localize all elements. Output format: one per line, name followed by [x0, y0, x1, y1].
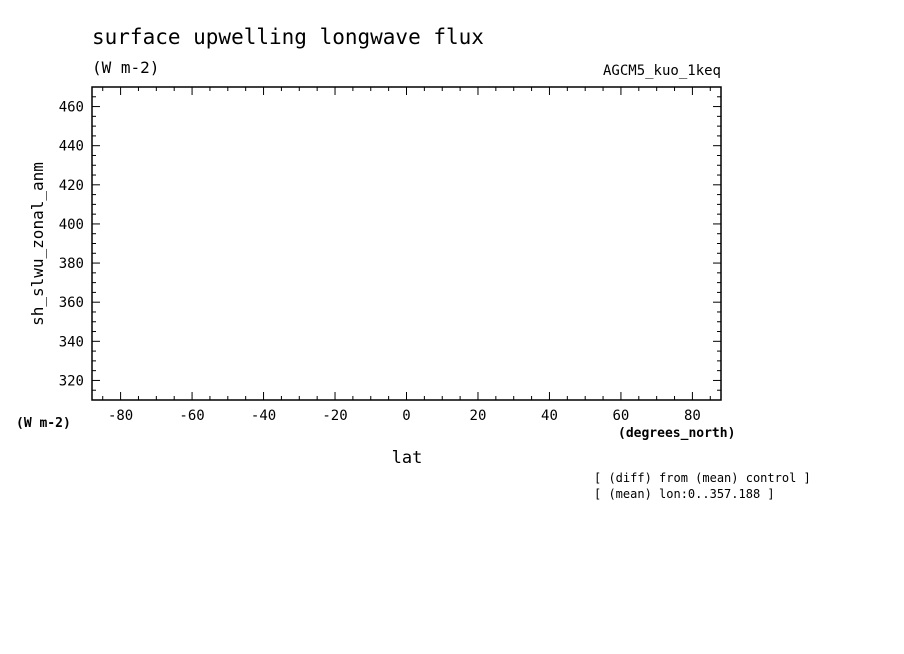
mean-note: [ (mean) lon:0..357.188 ]	[594, 487, 775, 501]
y-tick-label: 440	[59, 139, 84, 155]
x-tick-label: 20	[470, 408, 487, 424]
diff-note: [ (diff) from (mean) control ]	[594, 471, 811, 485]
y-tick-label: 400	[59, 217, 84, 233]
x-tick-label: 60	[613, 408, 630, 424]
y-axis-unit: (W m-2)	[16, 416, 71, 431]
y-tick-label: 460	[59, 100, 84, 116]
x-tick-label: -40	[251, 408, 276, 424]
y-tick-label: 340	[59, 334, 84, 350]
x-tick-label: -60	[179, 408, 204, 424]
x-axis-unit: (degrees_north)	[618, 426, 736, 441]
plot-frame	[91, 86, 722, 401]
x-tick-label: -80	[108, 408, 133, 424]
y-tick-label: 360	[59, 295, 84, 311]
x-axis-label: lat	[391, 448, 423, 468]
x-tick-label: 80	[684, 408, 701, 424]
x-tick-label: 0	[402, 408, 410, 424]
y-tick-label: 320	[59, 373, 84, 389]
x-tick-label: 40	[541, 408, 558, 424]
run-label: AGCM5_kuo_1keq	[602, 63, 721, 79]
y-tick-label: 380	[59, 256, 84, 272]
y-tick-label: 420	[59, 178, 84, 194]
x-tick-label: -20	[322, 408, 347, 424]
chart-title: surface upwelling longwave flux	[92, 25, 484, 49]
chart-subtitle: (W m-2)	[92, 58, 160, 77]
